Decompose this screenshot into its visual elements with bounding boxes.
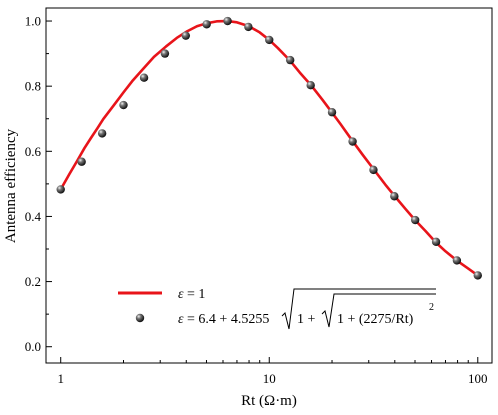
series-marker — [348, 137, 357, 146]
series-line — [59, 19, 479, 277]
series-marker — [160, 49, 170, 58]
series-marker — [77, 157, 86, 166]
legend-exponent: 2 — [429, 302, 434, 313]
series-marker — [56, 185, 65, 194]
legend-marker-text: = 6.4 + 4.5255 — [184, 312, 270, 327]
x-tick-label: 1 — [57, 371, 64, 386]
legend-outer-radical — [281, 288, 436, 330]
series-marker — [390, 192, 399, 201]
y-tick-label: 0.0 — [25, 339, 41, 354]
series-marker — [431, 237, 441, 247]
series-marker — [97, 129, 107, 138]
legend-line-symbol: ε — [178, 287, 184, 302]
series-marker — [369, 165, 378, 175]
legend-label-line: ε = 1 — [178, 287, 205, 302]
y-axis-ticks: 0.0 0.2 0.4 0.6 0.8 1.0 — [25, 14, 52, 354]
y-tick-label: 0.6 — [25, 144, 42, 159]
legend-inner-radical — [321, 293, 436, 328]
y-tick-label: 0.2 — [25, 274, 41, 289]
series-marker — [452, 256, 462, 265]
legend-radicand-b: 1 + (2275/Rt) — [337, 312, 414, 327]
x-axis-ticks: 1 10 100 — [57, 357, 488, 386]
series-marker — [473, 271, 482, 280]
x-tick-label: 100 — [468, 371, 488, 386]
series-marker — [410, 215, 420, 225]
y-axis-label: Antenna efficiency — [3, 128, 19, 243]
x-tick-label: 10 — [263, 371, 276, 386]
series-layer — [56, 16, 482, 280]
plot-frame — [45, 7, 493, 364]
legend-marker-symbol: ε — [178, 312, 184, 327]
y-tick-label: 0.4 — [25, 209, 42, 224]
series-marker — [181, 31, 191, 40]
series-marker — [139, 73, 149, 82]
y-tick-label: 0.8 — [25, 79, 41, 94]
y-tick-label: 1.0 — [25, 14, 41, 29]
legend: ε = 1 ε = 6.4 + 4.5255 1 + 1 + (2275/Rt)… — [118, 287, 436, 330]
legend-label-markers: ε = 6.4 + 4.5255 — [178, 312, 269, 327]
series-marker — [327, 108, 337, 117]
series-marker — [223, 16, 232, 26]
legend-line-text: = 1 — [184, 287, 206, 302]
series-marker — [285, 55, 295, 65]
legend-marker-swatch — [135, 313, 145, 323]
legend-radicand-a: 1 + — [297, 312, 316, 327]
series-marker — [119, 100, 128, 110]
series-marker — [265, 35, 274, 45]
x-axis-label: Rt (Ω·m) — [241, 393, 297, 409]
series-marker — [306, 80, 315, 90]
series-marker — [244, 22, 253, 32]
series-marker — [202, 20, 211, 29]
